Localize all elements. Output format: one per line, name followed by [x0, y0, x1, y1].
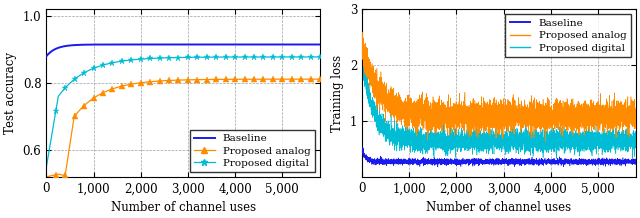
X-axis label: Number of channel uses: Number of channel uses [426, 201, 572, 214]
X-axis label: Number of channel uses: Number of channel uses [111, 201, 256, 214]
Y-axis label: Test accuracy: Test accuracy [4, 52, 17, 134]
Y-axis label: Training loss: Training loss [331, 55, 344, 132]
Legend: Baseline, Proposed analog, Proposed digital: Baseline, Proposed analog, Proposed digi… [506, 14, 630, 57]
Legend: Baseline, Proposed analog, Proposed digital: Baseline, Proposed analog, Proposed digi… [189, 130, 315, 172]
